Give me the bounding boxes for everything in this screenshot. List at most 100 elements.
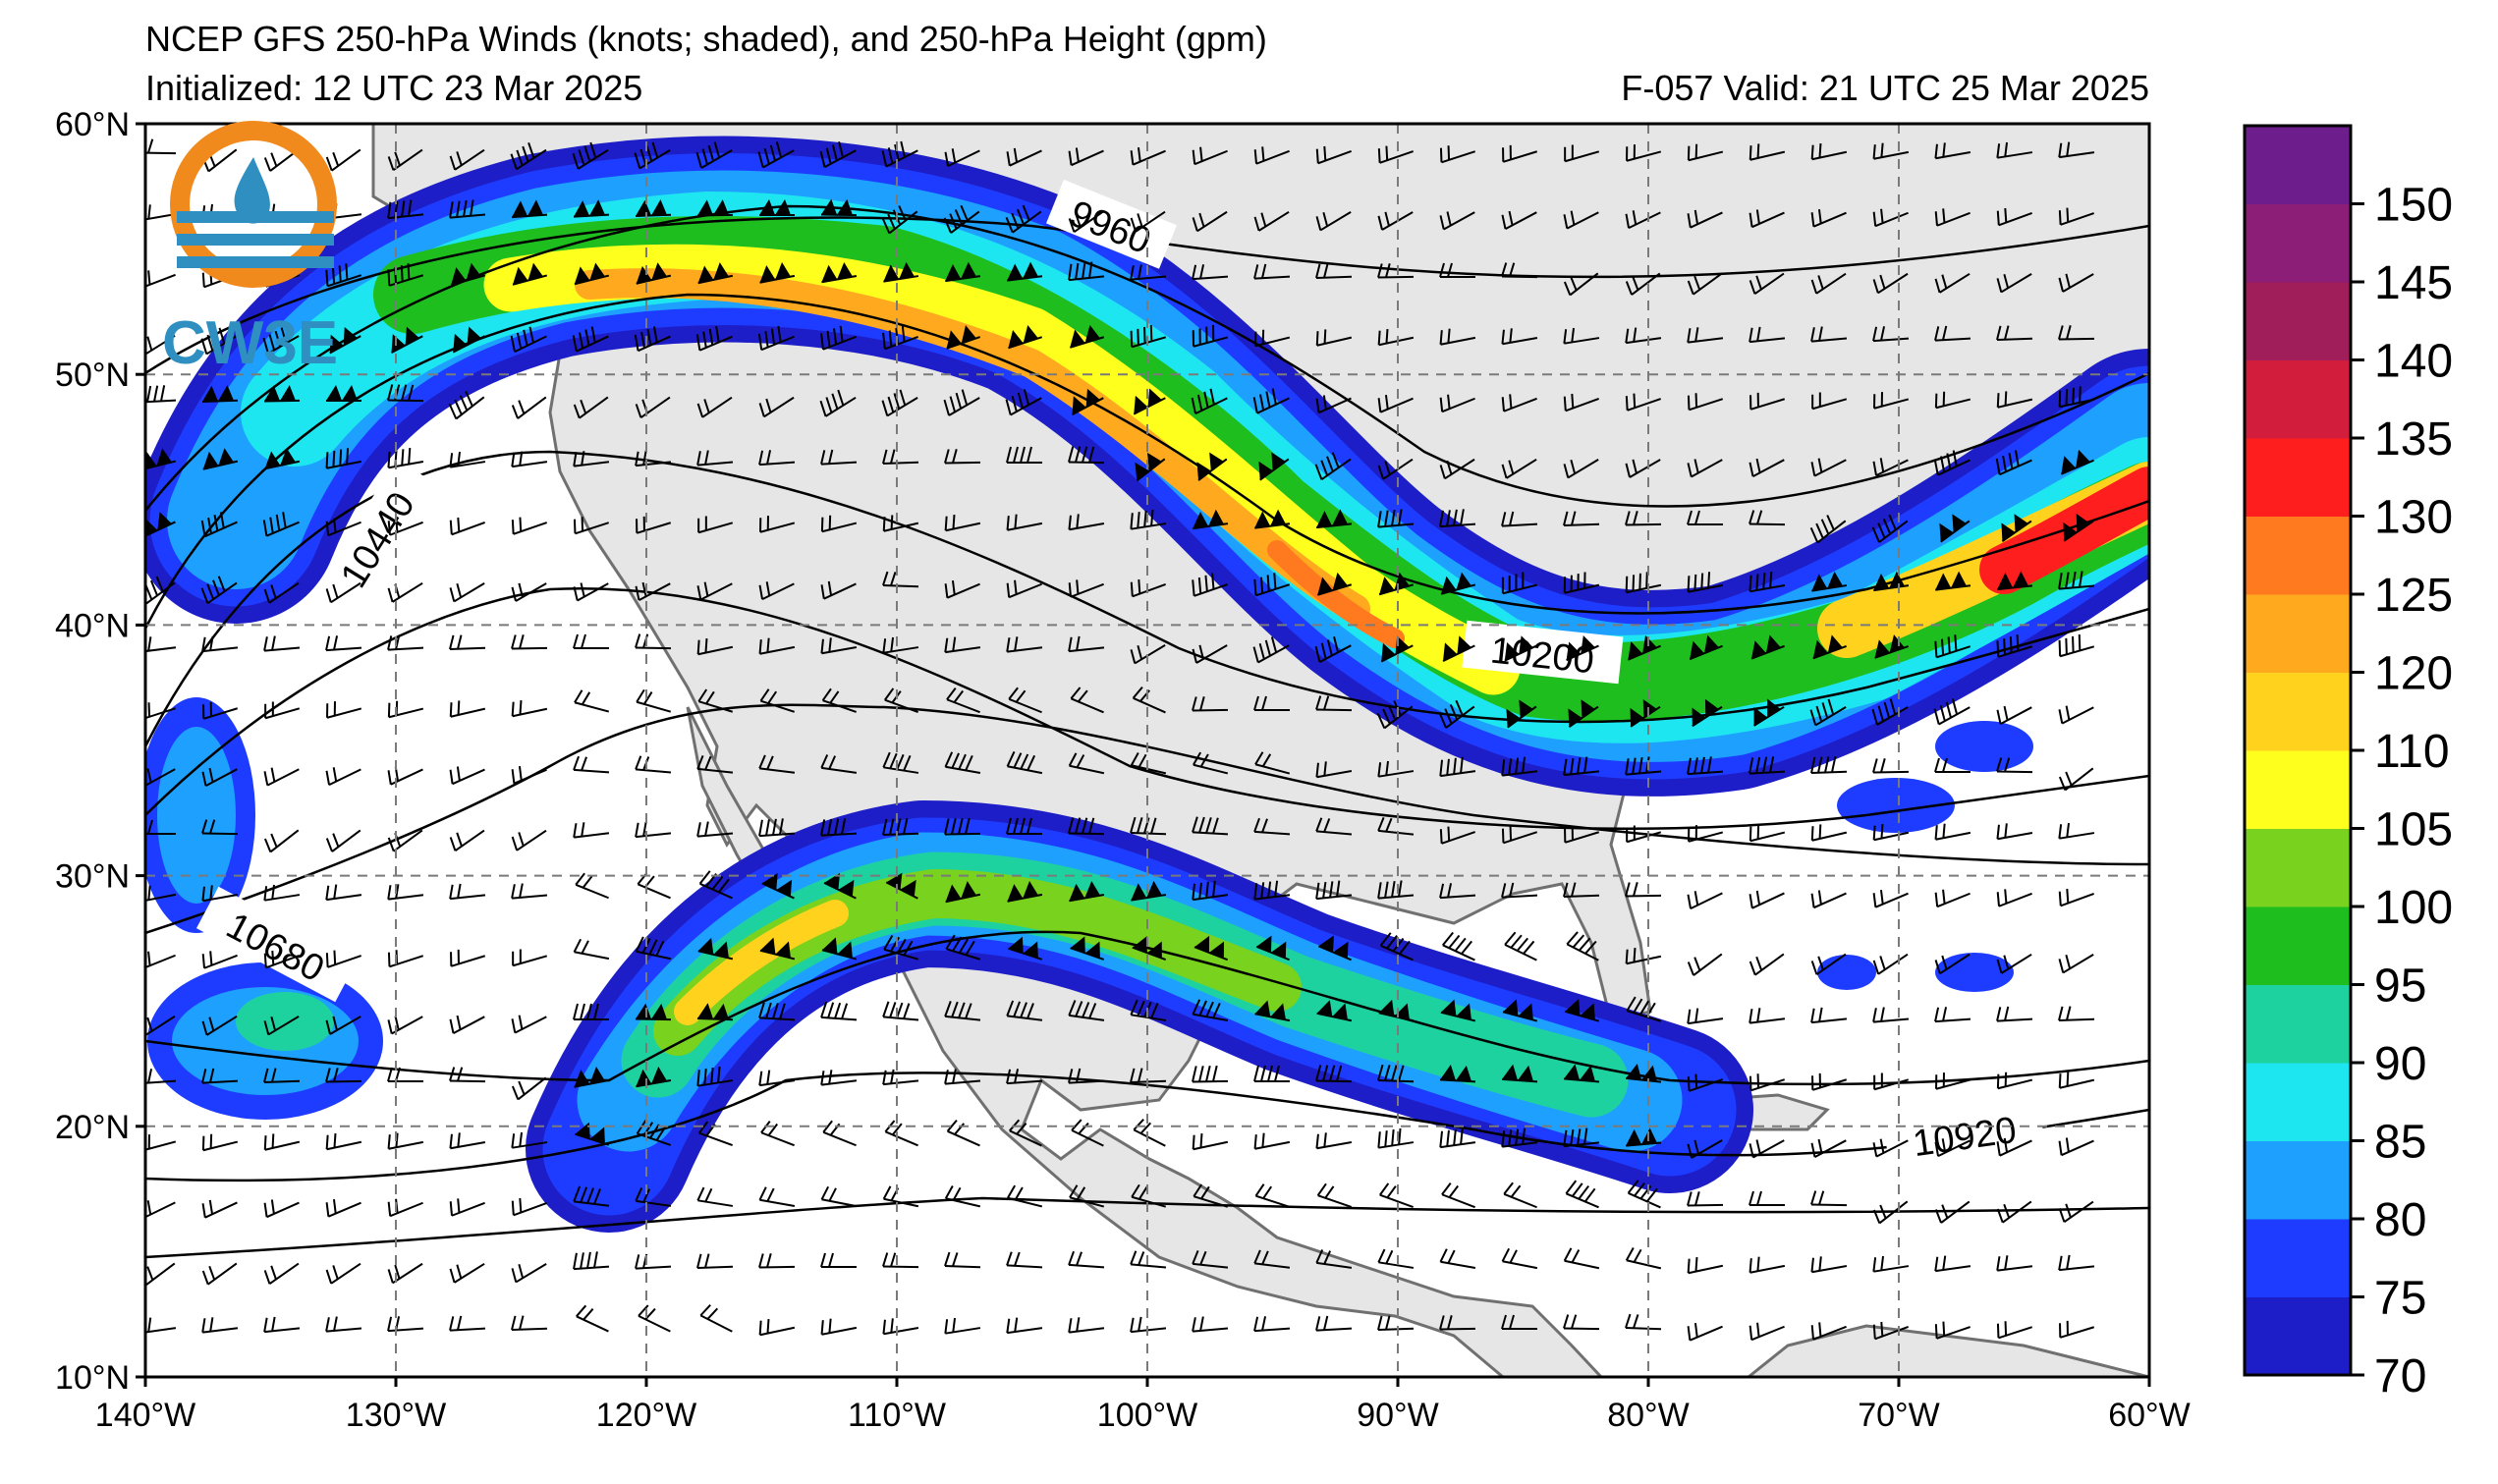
wind-barb: [2058, 1072, 2095, 1089]
wind-barb: [944, 1069, 981, 1085]
wind-barb: [1192, 1132, 1229, 1151]
wind-barb: [1315, 817, 1353, 836]
wind-barb: [882, 1069, 919, 1086]
wind-barb: [635, 450, 672, 467]
wind-barb: [944, 1251, 981, 1269]
wind-barb: [1934, 757, 1971, 773]
colorbar-label: 95: [2374, 961, 2426, 1013]
wind-barb: [696, 1253, 734, 1270]
wind-barb: [1135, 452, 1166, 482]
wind-barb: [2058, 141, 2095, 159]
wind-barb: [573, 396, 609, 419]
wind-barb: [1996, 1137, 2032, 1157]
colorbar-swatch: [2245, 1063, 2351, 1141]
wind-barb: [1130, 1068, 1167, 1084]
colorbar-swatch: [2245, 126, 2351, 204]
wind-barb: [1749, 1073, 1786, 1092]
wind-barb: [263, 385, 301, 403]
wind-barb: [1439, 211, 1475, 231]
wind-barb: [1810, 1322, 1847, 1341]
wind-barb: [1749, 756, 1786, 775]
wind-barb: [758, 450, 796, 467]
wind-barb: [325, 1132, 362, 1151]
wind-barb: [1873, 571, 1910, 592]
wind-barb: [699, 1304, 733, 1333]
western-jet-fragments: [145, 697, 2033, 1120]
wind-barb: [263, 581, 300, 604]
wind-barb: [325, 950, 361, 968]
wind-barb: [882, 515, 919, 532]
wind-barb: [634, 141, 671, 170]
wind-barb: [1130, 578, 1166, 598]
wind-barb: [1315, 1249, 1353, 1269]
wind-barb: [1068, 261, 1105, 282]
wind-barb: [449, 1315, 486, 1332]
wind-barb: [1377, 880, 1415, 900]
wind-barb: [1068, 752, 1105, 775]
wind-barb: [145, 1134, 177, 1152]
wind-barb: [1501, 1247, 1538, 1270]
wind-barb: [325, 448, 362, 469]
colorbar-swatch: [2245, 1219, 2351, 1297]
wind-barb: [1068, 1068, 1105, 1084]
wind-barb: [695, 141, 733, 169]
wind-barb: [636, 516, 672, 534]
wind-barb: [1070, 687, 1104, 714]
wind-barb: [696, 1066, 734, 1087]
wind-barb: [819, 389, 857, 417]
wind-barb: [450, 949, 486, 967]
wind-barb: [1996, 141, 2033, 159]
wind-barb: [1253, 817, 1291, 836]
wind-barb: [758, 1186, 796, 1208]
colorbar-swatch: [2245, 203, 2351, 283]
wind-barb: [448, 391, 485, 420]
wind-barb: [1872, 953, 1909, 975]
wind-barb: [1070, 324, 1105, 349]
wind-barb: [145, 768, 176, 788]
colorbar-swatch: [2245, 282, 2351, 360]
wind-barb: [511, 1076, 547, 1101]
wind-barb: [1068, 1250, 1105, 1269]
lon-tick-label: 80°W: [1607, 1397, 1690, 1434]
wind-barb: [1687, 1008, 1724, 1025]
wind-barb: [1935, 571, 1971, 591]
wind-barb: [202, 448, 239, 470]
wind-barb: [1749, 392, 1786, 411]
wind-barb: [944, 1317, 981, 1335]
wind-barb: [511, 1315, 548, 1332]
wind-barb: [449, 148, 485, 171]
wind-barb: [1996, 1006, 2033, 1022]
wind-barb: [263, 1199, 300, 1219]
colorbar-swatch: [2245, 672, 2351, 751]
wind-barb: [263, 1068, 301, 1084]
wind-barb: [1193, 509, 1229, 530]
wind-barb: [1068, 514, 1105, 531]
wind-barb: [1625, 272, 1661, 296]
wind-barb: [1501, 1314, 1537, 1330]
wind-barb: [1934, 142, 1971, 160]
wind-barb: [511, 1263, 547, 1284]
wind-barb: [1506, 699, 1537, 729]
wind-barb: [572, 326, 609, 353]
wind-barb: [696, 754, 734, 774]
wind-barb: [1871, 514, 1909, 543]
wind-barb: [264, 448, 301, 470]
wind-barb: [1132, 936, 1166, 961]
wind-barb: [820, 515, 858, 533]
wind-barb: [944, 1001, 981, 1021]
wind-barb: [1563, 1247, 1600, 1270]
colorbar-label: 85: [2374, 1117, 2426, 1169]
wind-barb: [387, 1016, 423, 1035]
wind-barb: [1687, 1139, 1723, 1159]
wind-barb: [387, 1132, 424, 1150]
wind-barb: [449, 1132, 486, 1150]
wind-barb: [1068, 579, 1104, 598]
wind-barb: [1440, 572, 1476, 595]
lat-tick-label: 50°N: [55, 357, 130, 394]
wind-barb: [1811, 392, 1848, 411]
wind-barb: [1253, 1316, 1291, 1333]
wind-barb: [1192, 1249, 1229, 1269]
wind-barb: [1253, 263, 1291, 280]
wind-barb: [1934, 1321, 1971, 1340]
wind-barb: [1872, 142, 1910, 160]
